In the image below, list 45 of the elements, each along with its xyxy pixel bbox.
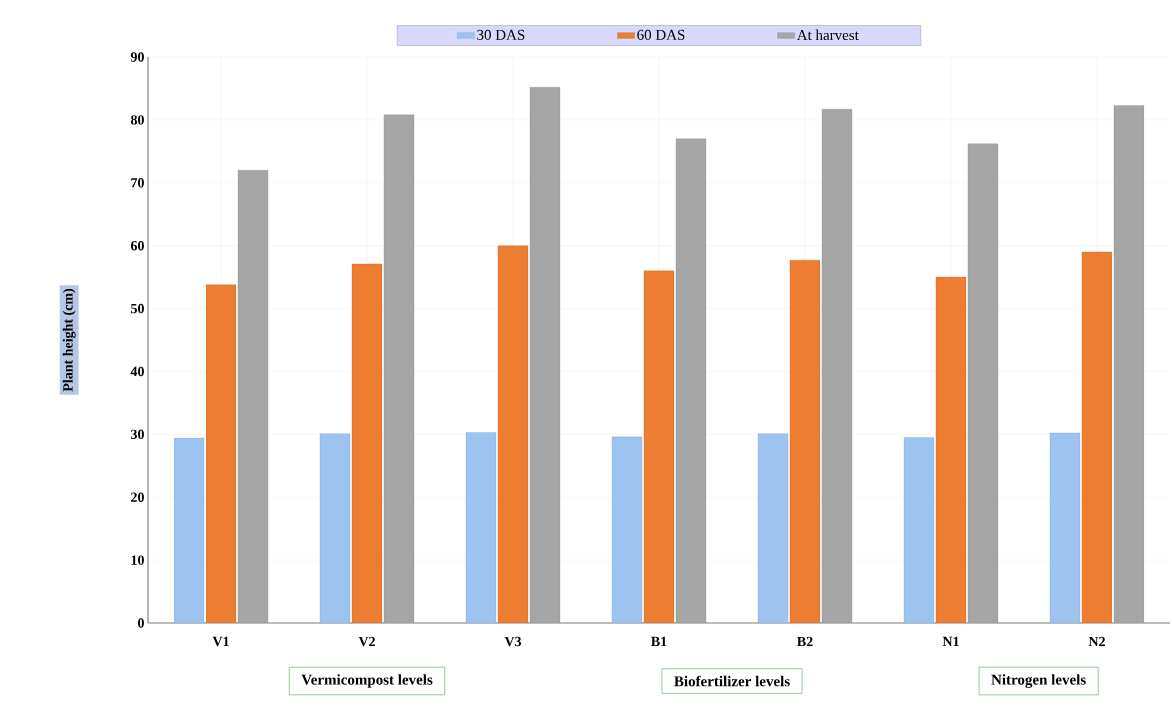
- y-axis-title: Plant height (cm): [62, 288, 76, 392]
- bar: [319, 433, 351, 623]
- bar: [967, 143, 999, 623]
- bar: [1081, 251, 1113, 623]
- y-tick-label: 70: [131, 178, 144, 188]
- bar: [1113, 105, 1145, 623]
- bar: [903, 437, 935, 623]
- x-tick-label: B2: [797, 636, 813, 647]
- y-tick-label: 20: [131, 492, 144, 502]
- y-tick-label: 50: [131, 303, 144, 314]
- y-tick-label: 0: [138, 618, 144, 628]
- text: Vermicompost levels: [301, 674, 433, 688]
- y-tick-label: 90: [130, 52, 144, 62]
- bar: [351, 263, 383, 623]
- bar: [789, 259, 821, 623]
- legend-label: At harvest: [796, 29, 859, 41]
- x-tick-label: V1: [212, 636, 229, 647]
- x-tick-label: V3: [504, 636, 522, 647]
- legend-label: 30 DAS: [477, 29, 525, 40]
- bar: [173, 437, 205, 623]
- bar: [643, 270, 675, 623]
- text: Biofertilizer levels: [674, 675, 790, 687]
- x-tick-label: N2: [1088, 636, 1105, 647]
- bar: [465, 432, 497, 623]
- y-tick-label: 40: [130, 366, 144, 377]
- x-tick-label: B1: [651, 636, 667, 647]
- bar: [611, 436, 643, 623]
- bar: [205, 284, 237, 623]
- bar: [821, 109, 853, 623]
- bar: [935, 276, 967, 623]
- legend-label: 60 DAS: [637, 29, 685, 40]
- bar: [237, 170, 269, 623]
- bar: [383, 114, 415, 623]
- y-tick-label: 10: [131, 555, 144, 565]
- bar: [675, 138, 707, 623]
- bar: [757, 433, 789, 623]
- bar: [529, 87, 561, 623]
- text: Nitrogen levels: [991, 674, 1086, 688]
- y-tick-label: 30: [131, 429, 144, 440]
- y-tick-label: 80: [130, 115, 144, 125]
- x-tick-label: V2: [358, 636, 375, 647]
- bar: [1049, 432, 1081, 623]
- y-tick-label: 60: [130, 240, 144, 251]
- bar: [497, 245, 529, 623]
- x-tick-label: N1: [942, 636, 959, 647]
